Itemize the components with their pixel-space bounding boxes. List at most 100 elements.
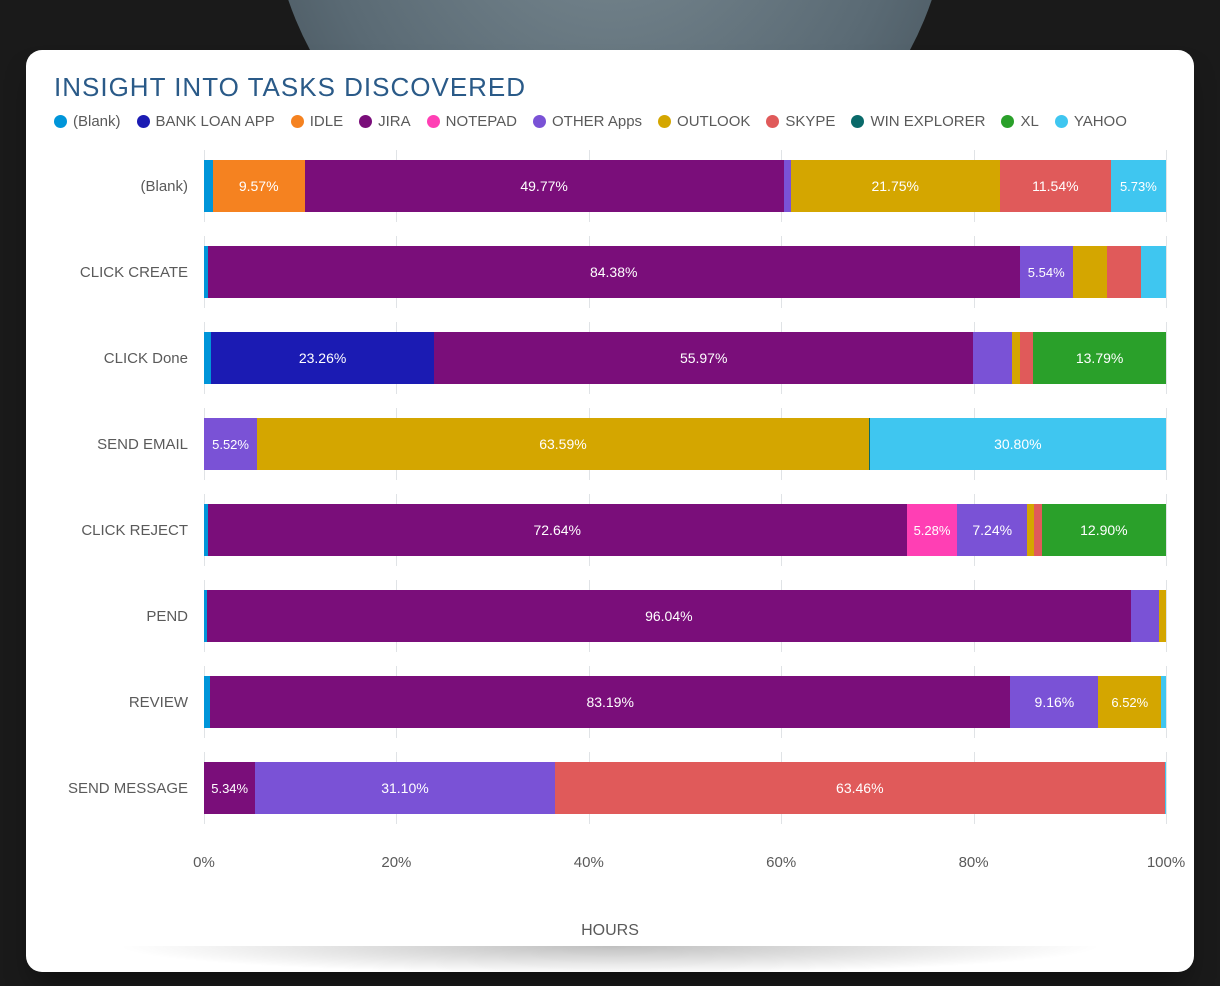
x-axis: 0%20%40%60%80%100% [204, 848, 1166, 882]
bar-segment[interactable]: 30.80% [870, 418, 1166, 470]
legend-item[interactable]: BANK LOAN APP [137, 113, 275, 130]
legend-swatch [851, 115, 864, 128]
bar-segment[interactable] [1107, 246, 1141, 298]
legend-item[interactable]: XL [1001, 113, 1038, 130]
legend-label: OUTLOOK [677, 113, 750, 130]
x-tick: 100% [1147, 854, 1185, 871]
bar-segment[interactable]: 9.57% [213, 160, 305, 212]
bar-segment[interactable] [1141, 246, 1166, 298]
x-tick: 40% [574, 854, 604, 871]
legend-item[interactable]: IDLE [291, 113, 343, 130]
legend: (Blank) BANK LOAN APP IDLE JIRA NOTEPAD OTHER… [54, 113, 1166, 130]
legend-item[interactable]: WIN EXPLORER [851, 113, 985, 130]
legend-item[interactable]: SKYPE [766, 113, 835, 130]
bar-segment[interactable]: 13.79% [1033, 332, 1166, 384]
row-label: CLICK Done [54, 350, 204, 367]
bar-segment[interactable]: 63.46% [555, 762, 1165, 814]
bar-segment[interactable]: 6.52% [1098, 676, 1161, 728]
x-tick: 20% [381, 854, 411, 871]
bar-segment[interactable] [1012, 332, 1020, 384]
bar-segment[interactable]: 7.24% [957, 504, 1027, 556]
row-label: (Blank) [54, 178, 204, 195]
legend-label: JIRA [378, 113, 411, 130]
bar-segment[interactable]: 9.16% [1010, 676, 1098, 728]
bar-segment[interactable] [1020, 332, 1033, 384]
bar-segment[interactable]: 83.19% [210, 676, 1010, 728]
legend-swatch [427, 115, 440, 128]
legend-label: OTHER Apps [552, 113, 642, 130]
stacked-bar: 5.52%63.59%30.80% [204, 418, 1166, 470]
stacked-bar: 83.19%9.16%6.52% [204, 676, 1166, 728]
bar-segment[interactable] [204, 160, 213, 212]
bar-segment[interactable] [1161, 676, 1166, 728]
legend-swatch [359, 115, 372, 128]
x-tick: 80% [959, 854, 989, 871]
stacked-bar: 72.64%5.28%7.24% 12.90% [204, 504, 1166, 556]
row-label: PEND [54, 608, 204, 625]
bar-segment[interactable] [204, 332, 211, 384]
legend-item[interactable]: OUTLOOK [658, 113, 750, 130]
bar-segment[interactable]: 84.38% [208, 246, 1020, 298]
bar-segment[interactable]: 11.54% [1000, 160, 1111, 212]
bar-segment[interactable]: 5.28% [907, 504, 958, 556]
legend-swatch [658, 115, 671, 128]
legend-label: (Blank) [73, 113, 121, 130]
bar-segment[interactable]: 55.97% [434, 332, 972, 384]
legend-item[interactable]: NOTEPAD [427, 113, 517, 130]
bar-track: 9.57%49.77%21.75%11.54%5.73% [204, 160, 1166, 212]
bar-segment[interactable]: 49.77% [305, 160, 784, 212]
bar-segment[interactable]: 63.59% [257, 418, 869, 470]
legend-label: SKYPE [785, 113, 835, 130]
legend-label: BANK LOAN APP [156, 113, 275, 130]
legend-swatch [1055, 115, 1068, 128]
bar-track: 5.34%31.10%63.46% [204, 762, 1166, 814]
legend-item[interactable]: JIRA [359, 113, 411, 130]
bar-segment[interactable]: 72.64% [208, 504, 907, 556]
stacked-bar: 9.57%49.77%21.75%11.54%5.73% [204, 160, 1166, 212]
legend-swatch [533, 115, 546, 128]
x-tick: 60% [766, 854, 796, 871]
legend-label: IDLE [310, 113, 343, 130]
stacked-bar: 23.26%55.97% 13.79% [204, 332, 1166, 384]
bar-segment[interactable]: 31.10% [255, 762, 554, 814]
bar-segment[interactable] [784, 160, 791, 212]
legend-swatch [766, 115, 779, 128]
legend-label: XL [1020, 113, 1038, 130]
legend-label: NOTEPAD [446, 113, 517, 130]
stacked-bar: 5.34%31.10%63.46% [204, 762, 1166, 814]
legend-item[interactable]: OTHER Apps [533, 113, 642, 130]
bar-track: 23.26%55.97% 13.79% [204, 332, 1166, 384]
bar-segment[interactable]: 5.73% [1111, 160, 1166, 212]
bar-segment[interactable]: 5.52% [204, 418, 257, 470]
bar-segment[interactable] [1159, 590, 1166, 642]
chart-card: INSIGHT INTO TASKS DISCOVERED (Blank)BAN… [26, 50, 1194, 972]
stacked-bar: 96.04% [204, 590, 1166, 642]
row-label: SEND MESSAGE [54, 780, 204, 797]
bar-segment[interactable]: 5.34% [204, 762, 255, 814]
bar-segment[interactable] [1034, 504, 1042, 556]
bar-segment[interactable] [1027, 504, 1034, 556]
bar-segment[interactable] [1131, 590, 1159, 642]
bar-segment[interactable] [1165, 762, 1166, 814]
bar-track: 72.64%5.28%7.24% 12.90% [204, 504, 1166, 556]
legend-swatch [1001, 115, 1014, 128]
bar-track: 84.38%5.54% [204, 246, 1166, 298]
bar-segment[interactable] [1073, 246, 1108, 298]
bar-segment[interactable] [973, 332, 1012, 384]
legend-swatch [291, 115, 304, 128]
legend-swatch [54, 115, 67, 128]
bar-segment[interactable]: 5.54% [1020, 246, 1073, 298]
legend-item[interactable]: YAHOO [1055, 113, 1127, 130]
bar-track: 96.04% [204, 590, 1166, 642]
bar-segment[interactable]: 23.26% [211, 332, 435, 384]
legend-label: YAHOO [1074, 113, 1127, 130]
bar-track: 5.52%63.59%30.80% [204, 418, 1166, 470]
legend-swatch [137, 115, 150, 128]
legend-item[interactable]: (Blank) [54, 113, 121, 130]
bar-segment[interactable]: 21.75% [791, 160, 1000, 212]
bar-segment[interactable]: 12.90% [1042, 504, 1166, 556]
bar-segment[interactable]: 96.04% [207, 590, 1131, 642]
row-label: REVIEW [54, 694, 204, 711]
row-label: CLICK REJECT [54, 522, 204, 539]
row-label: SEND EMAIL [54, 436, 204, 453]
